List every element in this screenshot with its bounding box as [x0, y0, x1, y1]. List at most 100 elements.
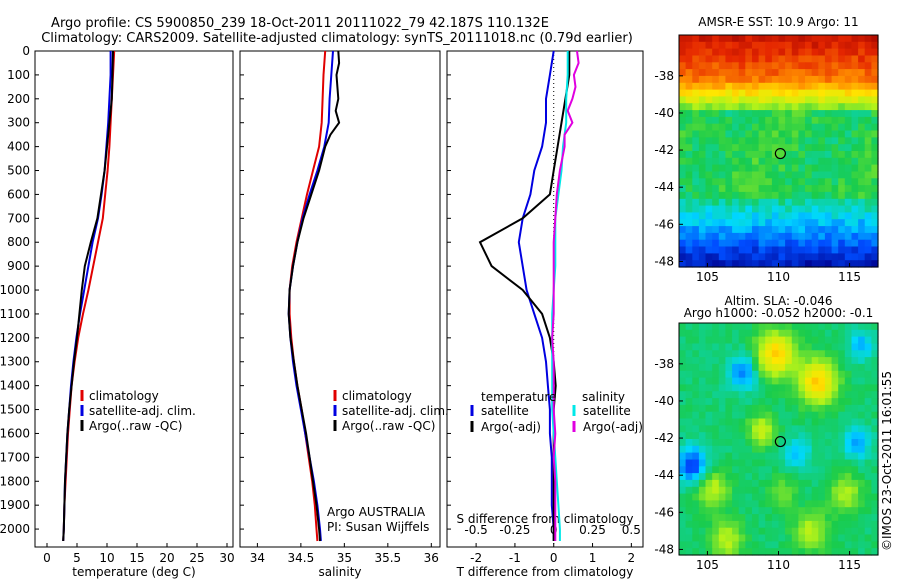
map-cell [851, 500, 859, 508]
map-cell [811, 425, 819, 433]
map-cell [765, 500, 773, 508]
map-cell [718, 398, 726, 406]
map-cell [805, 507, 813, 515]
map-cell [805, 171, 813, 179]
map-cell [785, 48, 793, 56]
map-cell [838, 541, 846, 549]
map-cell [844, 459, 852, 467]
map-cell [698, 246, 707, 254]
map-cell [818, 411, 826, 420]
series-line-argo-raw-qc- [62, 50, 114, 542]
map-cell [698, 452, 707, 460]
map-cell [705, 205, 713, 213]
map-cell [752, 157, 760, 166]
map-cell [705, 418, 713, 426]
map-y-tick-label: -38 [654, 357, 674, 371]
map-cell [771, 548, 780, 556]
map-cell [838, 445, 846, 454]
map-cell [864, 89, 872, 97]
map-cell [798, 219, 806, 227]
y-tick-label: 1100 [0, 307, 30, 321]
map-cell [758, 253, 766, 261]
map-cell [679, 144, 687, 152]
map-cell [818, 439, 826, 447]
map-cell [818, 445, 826, 454]
map-cell [718, 35, 726, 43]
map-cell [692, 459, 700, 467]
map-cell [712, 391, 720, 399]
map-cell [685, 219, 693, 227]
map-cell [745, 116, 753, 125]
map-cell [871, 41, 879, 50]
map-cell [745, 260, 753, 268]
map-cell [858, 253, 866, 261]
map-cell [824, 198, 833, 207]
map-cell [765, 548, 773, 556]
map-cell [791, 548, 799, 556]
map-cell [692, 75, 700, 84]
map-cell [798, 35, 806, 43]
map-cell [738, 55, 746, 63]
map-cell [771, 178, 780, 186]
map-cell [811, 363, 819, 372]
map-cell [758, 69, 766, 77]
map-cell [732, 445, 740, 454]
map-cell [805, 452, 813, 460]
map-cell [864, 350, 872, 358]
map-cell [851, 219, 859, 227]
map-cell [705, 432, 713, 440]
map-cell [745, 418, 753, 426]
map-cell [858, 445, 866, 454]
map-cell [824, 130, 833, 138]
map-cell [838, 459, 846, 467]
map-cell [831, 370, 839, 379]
map-cell [818, 164, 826, 172]
map-cell [705, 253, 713, 261]
map-cell [871, 425, 879, 433]
map-cell [718, 363, 726, 372]
map-cell [692, 466, 700, 474]
map-cell [818, 89, 826, 97]
map-cell [851, 486, 859, 495]
map-cell [758, 541, 766, 549]
map-cell [732, 541, 740, 549]
map-cell [785, 164, 793, 172]
map-cell [871, 445, 879, 454]
map-cell [851, 527, 859, 536]
map-cell [732, 384, 740, 392]
map-cell [871, 473, 879, 481]
map-cell [838, 48, 846, 56]
map-cell [712, 48, 720, 56]
map-cell [785, 357, 793, 365]
map-cell [752, 89, 760, 97]
map-cell [785, 260, 793, 268]
map-cell [851, 418, 859, 426]
legend-label: satellite [583, 404, 631, 418]
map-cell [858, 466, 866, 474]
map-cell [858, 411, 866, 420]
map-cell [864, 479, 872, 488]
map-cell [725, 534, 733, 542]
map-cell [745, 486, 753, 495]
map-cell [791, 343, 799, 351]
map-cell [858, 157, 866, 166]
map-cell [864, 110, 872, 118]
map-cell [752, 232, 760, 241]
map-cell [771, 55, 780, 63]
map-x-tick-label: 110 [767, 270, 790, 284]
map-cell [705, 96, 713, 104]
map-cell [732, 329, 740, 338]
map-cell [851, 103, 859, 111]
map-cell [712, 479, 720, 488]
map-cell [758, 527, 766, 536]
map-cell [745, 123, 753, 132]
map-cell [778, 343, 786, 351]
map-cell [765, 473, 773, 481]
x-tick-label: 2 [628, 551, 636, 565]
map-cell [765, 35, 773, 43]
map-cell [838, 246, 846, 254]
map-cell [679, 343, 687, 351]
map-cell [771, 123, 780, 132]
map-cell [679, 35, 687, 43]
map-cell [758, 445, 766, 454]
